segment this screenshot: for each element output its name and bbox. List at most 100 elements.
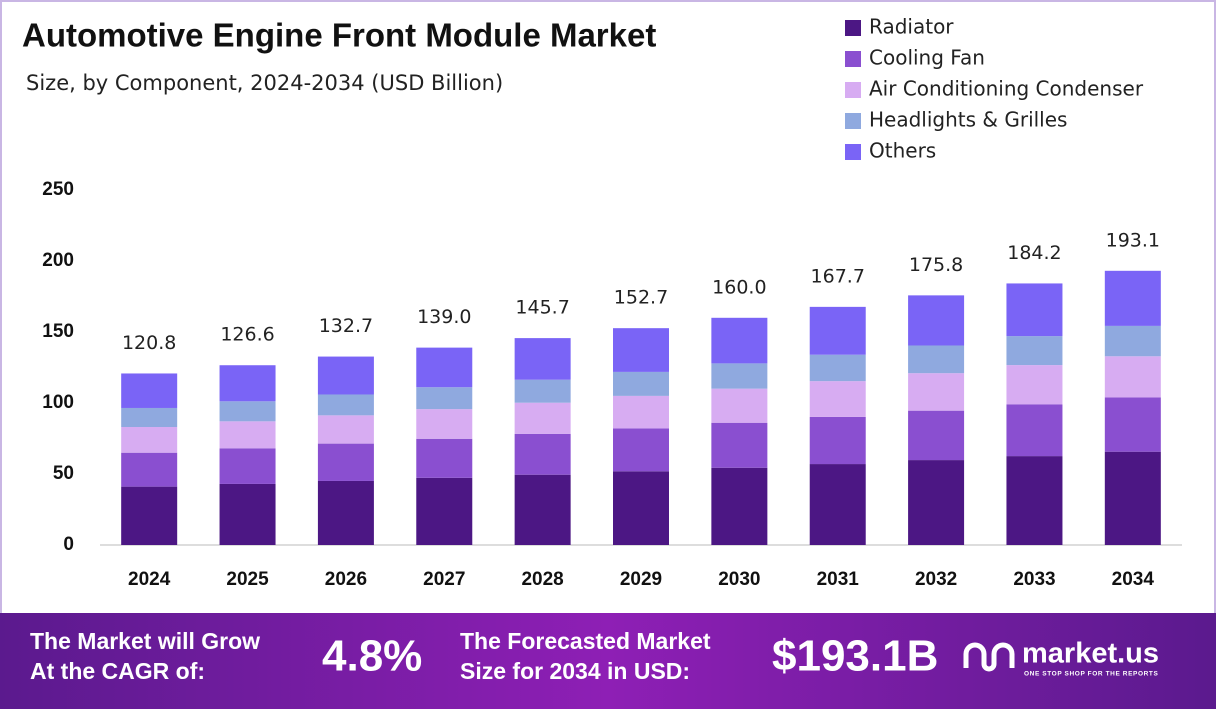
total-label: 132.7 <box>319 315 373 337</box>
bar-segment <box>711 317 768 364</box>
total-label: 175.8 <box>909 254 963 276</box>
chart-subtitle: Size, by Component, 2024-2034 (USD Billi… <box>26 71 503 95</box>
bar-segment <box>613 328 669 372</box>
total-label: 160.0 <box>712 276 766 298</box>
bar-segment <box>219 421 276 449</box>
x-tick-label: 2027 <box>423 569 465 590</box>
x-tick-label: 2024 <box>128 569 171 590</box>
y-tick-label: 150 <box>42 321 74 342</box>
x-tick-label: 2029 <box>620 569 662 590</box>
bar-segment <box>908 345 965 374</box>
bar-segment <box>711 388 768 423</box>
footer-forecast: $193.1B <box>772 632 938 681</box>
footer-text: At the CAGR of: <box>30 658 205 684</box>
chart-title: Automotive Engine Front Module Market <box>22 17 656 54</box>
bar-segment <box>219 401 276 422</box>
bar-segment <box>121 407 178 427</box>
total-label: 120.8 <box>122 332 176 354</box>
bar-segment <box>317 415 374 444</box>
bar-segment <box>613 428 669 472</box>
legend-label: Radiator <box>869 15 954 39</box>
x-tick-label: 2028 <box>521 569 563 590</box>
bar-segment <box>317 356 374 395</box>
logo-tagline: ONE STOP SHOP FOR THE REPORTS <box>1024 671 1158 678</box>
legend-label: Cooling Fan <box>869 46 985 70</box>
bar-segment <box>1006 404 1063 457</box>
bar-segment <box>908 373 965 411</box>
bar-segment <box>1006 456 1063 545</box>
total-label: 184.2 <box>1007 242 1061 264</box>
bar-segment <box>711 467 768 545</box>
x-tick-label: 2034 <box>1112 569 1155 590</box>
footer-text: The Market will Grow <box>30 628 260 654</box>
legend-label: Air Conditioning Condenser <box>869 77 1144 101</box>
bar-segment <box>1104 270 1161 326</box>
bar-segment <box>121 452 178 487</box>
footer-text: Size for 2034 in USD: <box>460 658 690 684</box>
bar-segment <box>711 363 768 389</box>
y-tick-label: 0 <box>63 534 74 555</box>
legend-swatch <box>845 51 861 67</box>
bar-segment <box>613 471 669 545</box>
bar-segment <box>219 365 276 402</box>
x-tick-label: 2025 <box>226 569 269 590</box>
bar-segment <box>514 338 571 380</box>
bar-segment <box>416 409 473 439</box>
bar-segment <box>121 426 178 453</box>
bar-segment <box>809 464 866 545</box>
total-label: 126.6 <box>220 324 274 346</box>
y-tick-label: 200 <box>42 250 74 271</box>
bar-segment <box>613 395 669 429</box>
bar-segment <box>514 379 571 403</box>
bar-segment <box>809 381 866 417</box>
total-label: 193.1 <box>1106 229 1160 251</box>
x-tick-label: 2026 <box>325 569 367 590</box>
total-label: 152.7 <box>614 287 668 309</box>
y-tick-label: 250 <box>42 179 74 200</box>
bar-segment <box>121 373 178 408</box>
y-tick-label: 50 <box>53 463 74 484</box>
bar-segment <box>711 422 768 468</box>
bar-segment <box>1104 356 1161 398</box>
legend-swatch <box>845 144 861 160</box>
bar-segment <box>416 387 473 410</box>
bar-segment <box>908 410 965 461</box>
legend-label: Others <box>869 139 936 163</box>
x-tick-label: 2033 <box>1013 569 1055 590</box>
bar-segment <box>219 483 276 545</box>
bar-segment <box>809 306 866 355</box>
bar-segment <box>1006 365 1063 405</box>
legend-swatch <box>845 20 861 36</box>
bar-segment <box>809 416 866 465</box>
bar-segment <box>317 394 374 416</box>
logo-text: market.us <box>1022 638 1159 670</box>
x-tick-label: 2032 <box>915 569 957 590</box>
footer-cagr: 4.8% <box>322 632 422 681</box>
bar-segment <box>809 354 866 382</box>
bar-segment <box>317 443 374 481</box>
legend-swatch <box>845 113 861 129</box>
bar-segment <box>121 486 178 545</box>
bar-segment <box>317 480 374 545</box>
total-label: 139.0 <box>417 306 471 328</box>
bar-segment <box>416 347 473 388</box>
bar-segment <box>1104 397 1161 452</box>
bar-segment <box>416 438 473 478</box>
x-tick-label: 2031 <box>817 569 860 590</box>
x-tick-label: 2030 <box>718 569 760 590</box>
bar-segment <box>514 474 571 545</box>
legend-label: Headlights & Grilles <box>869 108 1067 132</box>
legend-swatch <box>845 82 861 98</box>
bar-segment <box>908 295 965 346</box>
logo-icon <box>963 642 1015 672</box>
bar-segment <box>908 460 965 545</box>
total-label: 145.7 <box>515 297 569 319</box>
bar-segment <box>1104 451 1161 545</box>
bar-segment <box>514 402 571 434</box>
bar-segment <box>1006 336 1063 366</box>
footer-text: The Forecasted Market <box>460 628 711 654</box>
bar-segment <box>416 477 473 545</box>
bar-segment <box>1006 283 1063 337</box>
